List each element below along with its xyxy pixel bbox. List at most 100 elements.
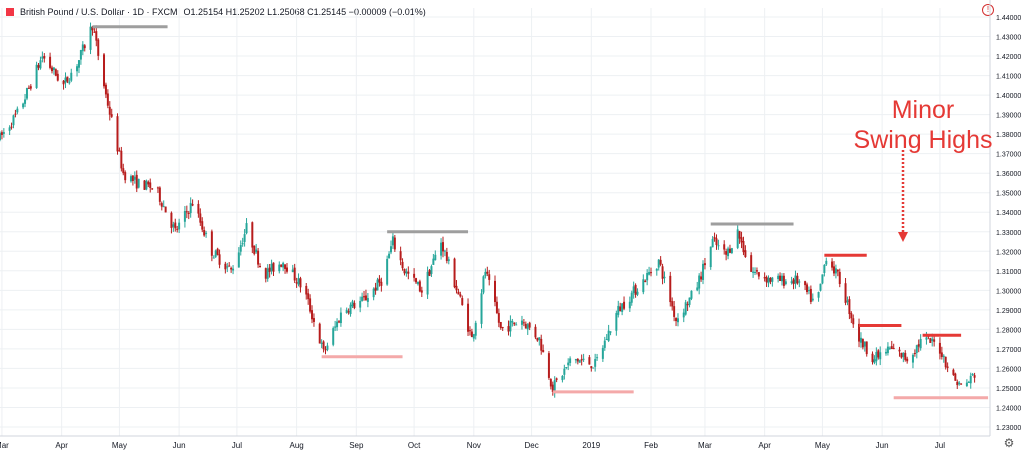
candle-body: [282, 262, 285, 268]
gear-icon[interactable]: ⚙: [1003, 436, 1015, 450]
candle-body: [218, 254, 221, 265]
candle-body: [958, 382, 961, 385]
candle-body: [270, 263, 273, 271]
candle-body: [590, 366, 593, 369]
candle-body: [933, 339, 936, 342]
candle-body: [81, 44, 84, 52]
candle-body: [482, 276, 485, 293]
candle-body: [25, 88, 28, 99]
x-tick-label: Mar: [698, 441, 712, 450]
candle-body: [366, 298, 369, 302]
candle-body: [239, 245, 242, 252]
candle-body: [212, 257, 215, 259]
candle-body: [931, 338, 934, 342]
candle-body: [938, 342, 941, 354]
candle-body: [765, 276, 768, 283]
candle-body: [77, 60, 80, 68]
info-icon[interactable]: !: [982, 4, 994, 16]
candle-body: [405, 271, 408, 274]
candle-body: [809, 288, 812, 302]
tradingview-logo-icon: [6, 8, 14, 16]
candle-body: [549, 379, 552, 387]
candle-body: [784, 281, 787, 285]
y-tick-label: 1.25000: [996, 386, 1021, 393]
candle-body: [790, 281, 793, 283]
candle-body: [268, 267, 271, 272]
candle-body: [605, 339, 608, 341]
candle-body: [291, 269, 294, 273]
candle-body: [280, 264, 283, 267]
candle-body: [29, 86, 32, 89]
candle-body: [592, 367, 595, 369]
candle-body: [8, 127, 11, 131]
candle-body: [834, 268, 837, 274]
candle-body: [445, 251, 448, 261]
minor-swing-highs-annotation: Minor Swing Highs: [838, 95, 1008, 155]
candle-body: [754, 272, 757, 274]
x-tick-label: May: [112, 441, 127, 450]
x-tick-label: Jun: [876, 441, 889, 450]
candle-body: [210, 231, 213, 256]
candle-body: [160, 203, 163, 207]
candle-body: [311, 310, 314, 320]
candle-body: [567, 362, 570, 366]
candle-body: [509, 320, 512, 332]
candle-body: [561, 375, 564, 381]
candle-body: [628, 301, 631, 309]
candle-body: [607, 330, 610, 341]
candle-body: [378, 278, 381, 283]
candle-body: [52, 67, 55, 70]
candle-body: [547, 353, 550, 378]
candle-body: [960, 383, 963, 385]
candle-body: [900, 352, 903, 358]
candle-body: [145, 180, 148, 190]
x-tick-label: Apr: [55, 441, 68, 450]
candle-body: [832, 266, 835, 274]
candle-body: [93, 31, 96, 33]
candle-body: [806, 284, 809, 292]
candle-body: [68, 81, 71, 84]
candle-body: [804, 281, 807, 286]
candle-body: [836, 269, 839, 272]
candle-body: [104, 84, 107, 95]
candle-body: [486, 271, 489, 274]
candle-body: [630, 292, 633, 303]
candle-body: [821, 274, 824, 284]
candle-body: [14, 113, 17, 115]
candle-body: [892, 347, 895, 350]
candle-body: [663, 276, 666, 279]
candle-body: [757, 272, 760, 277]
symbol-title[interactable]: British Pound / U.S. Dollar · 1D · FXCM: [20, 7, 178, 17]
y-tick-label: 1.37000: [996, 152, 1021, 159]
candle-body: [929, 338, 932, 343]
candle-body: [2, 132, 5, 134]
candle-body: [189, 202, 192, 214]
candle-body: [709, 246, 712, 268]
candle-body: [915, 345, 918, 353]
candle-body: [650, 272, 653, 274]
x-tick-label: Feb: [644, 441, 658, 450]
candle-body: [965, 382, 968, 386]
candle-body: [796, 275, 799, 284]
candle-body: [659, 259, 662, 265]
candle-body: [122, 168, 125, 174]
candle-body: [374, 287, 377, 291]
candle-body: [51, 67, 54, 72]
candle-body: [956, 381, 959, 386]
candle-body: [700, 276, 703, 280]
candle-body: [782, 275, 785, 286]
candle-body: [457, 291, 460, 295]
candle-body: [336, 321, 339, 328]
candle-body: [621, 303, 624, 312]
candle-body: [728, 248, 731, 253]
y-tick-label: 1.31000: [996, 269, 1021, 276]
candle-body: [771, 277, 774, 282]
candle-body: [162, 206, 165, 208]
candle-body: [334, 326, 337, 328]
candle-body: [727, 248, 730, 257]
candle-body: [875, 351, 878, 362]
candle-body: [351, 301, 354, 307]
candle-body: [131, 175, 134, 181]
candle-body: [133, 176, 136, 180]
